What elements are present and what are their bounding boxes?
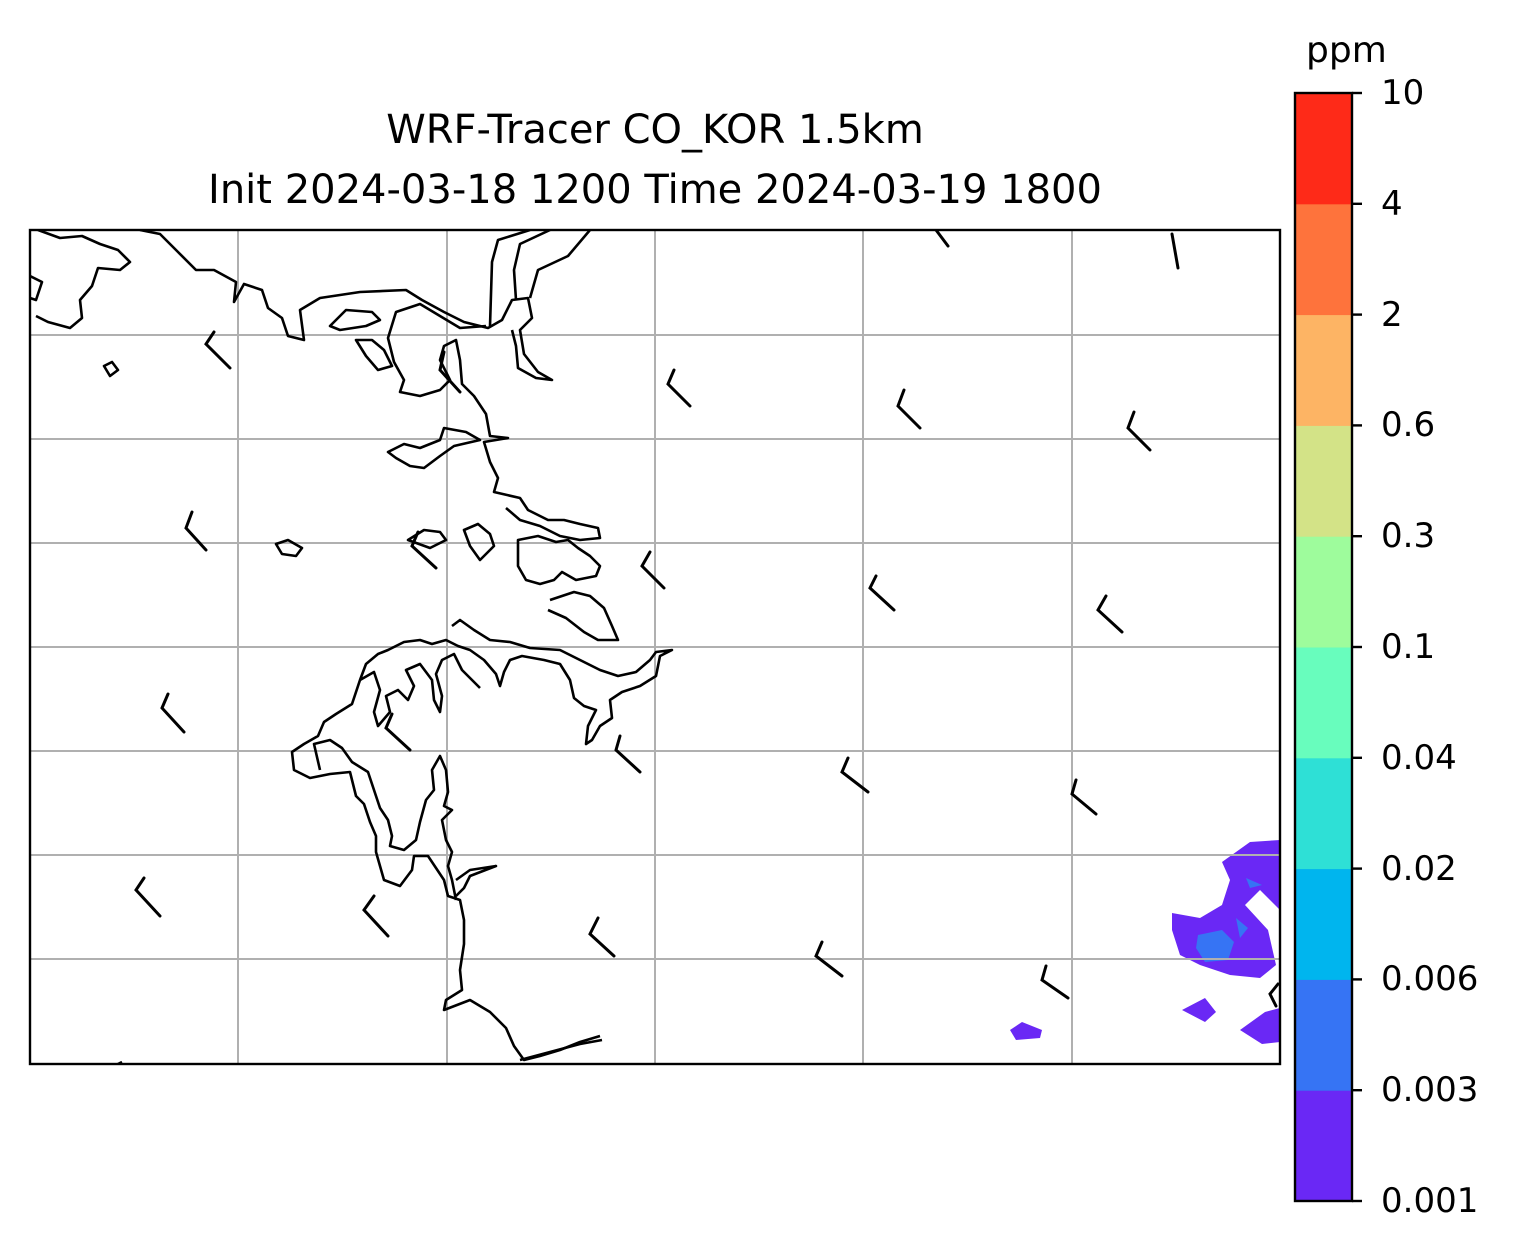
island-1 <box>328 308 382 332</box>
tracer-contour-patch <box>1196 930 1234 962</box>
colorbar-band <box>1295 203 1352 316</box>
tracer-contour-patch <box>1010 1022 1042 1040</box>
wind-barb <box>588 916 616 958</box>
map-title-line-1: WRF-Tracer CO_KOR 1.5km <box>386 107 924 153</box>
wind-barb <box>1268 982 1280 1008</box>
colorbar-band <box>1295 1090 1352 1202</box>
coastline-inlet <box>359 652 481 728</box>
colorbar-tick-label: 0.02 <box>1381 848 1457 889</box>
tracer-contour-patch <box>1240 1008 1280 1044</box>
colorbar-band <box>1295 757 1352 870</box>
wind-barb <box>896 388 922 430</box>
island-2 <box>354 338 394 372</box>
colorbar <box>1295 93 1352 1202</box>
colorbar-tick-label: 4 <box>1381 183 1403 224</box>
coastlines <box>30 230 674 1064</box>
wind-barb <box>410 530 438 570</box>
wind-barb <box>134 876 162 918</box>
colorbar-band <box>1295 93 1352 205</box>
coastline-mid <box>386 426 482 470</box>
colorbar-tick-label: 10 <box>1381 73 1425 113</box>
colorbar-tick-label: 0.04 <box>1381 737 1457 778</box>
colorbar-ticks <box>1352 91 1362 1203</box>
colorbar-tick-label: 0.006 <box>1381 959 1479 1000</box>
wind-barbs <box>134 230 1280 1008</box>
colorbar-band <box>1295 868 1352 980</box>
colorbar-tick-label: 0.001 <box>1381 1181 1479 1221</box>
wind-barb <box>934 230 950 248</box>
coastline-inner <box>488 230 591 327</box>
wind-barb <box>160 692 186 734</box>
colorbar-unit-label: ppm <box>1306 30 1387 71</box>
coastline-north <box>30 230 602 542</box>
island-6 <box>462 522 496 562</box>
colorbar-band <box>1295 647 1352 759</box>
colorbar-tick-label: 2 <box>1381 294 1403 335</box>
colorbar-band <box>1295 425 1352 537</box>
wind-barb <box>840 756 870 794</box>
wind-barb <box>204 330 232 370</box>
colorbar-band <box>1295 536 1352 648</box>
wind-barb <box>868 574 896 612</box>
wind-barb <box>438 350 462 394</box>
wind-barb <box>814 940 844 978</box>
coastline-south <box>290 590 674 1062</box>
wind-barb <box>184 510 208 552</box>
colorbar-tick-label: 0.6 <box>1381 405 1436 446</box>
colorbar-tick-label: 0.003 <box>1381 1070 1479 1111</box>
wind-barb <box>1096 594 1124 634</box>
wind-barb <box>1126 410 1152 452</box>
gridlines <box>30 230 1280 1064</box>
colorbar-tick-label: 0.1 <box>1381 627 1436 667</box>
tracer-contour-patch <box>1236 918 1248 938</box>
colorbar-band <box>1295 314 1352 426</box>
wind-barb <box>1040 964 1070 1000</box>
wind-barb <box>384 712 412 752</box>
wind-barb <box>640 550 666 590</box>
wind-barb <box>666 368 692 408</box>
coastline-peninsula <box>516 534 602 586</box>
colorbar-tick-label: 0.3 <box>1381 516 1436 557</box>
tracer-contour-patch <box>1182 998 1216 1022</box>
wind-barb <box>1070 778 1098 816</box>
map-border <box>28 228 1282 1066</box>
tracer-contour-patch <box>1246 878 1262 888</box>
colorbar-band <box>1295 979 1352 1091</box>
island-3 <box>102 360 120 378</box>
wind-barb <box>362 894 390 938</box>
island-4 <box>274 538 304 558</box>
tracer-contours <box>1010 840 1280 1044</box>
map-title-line-2: Init 2024-03-18 1200 Time 2024-03-19 180… <box>208 167 1102 213</box>
wind-barb <box>1170 232 1180 270</box>
wind-barb <box>614 734 642 774</box>
coastline-bay <box>312 738 458 901</box>
coastline-estuary <box>455 864 603 1062</box>
island-5 <box>406 528 448 550</box>
